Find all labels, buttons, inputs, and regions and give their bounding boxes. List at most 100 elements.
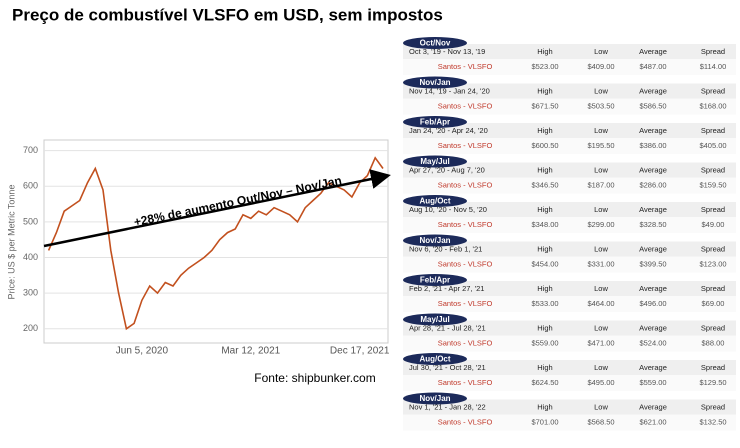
date-range: Nov 14, '19 - Jan 24, '20 (409, 86, 490, 95)
row-label: Santos - VLSFO (438, 417, 493, 426)
column-header: High (537, 205, 552, 214)
period-tag (403, 76, 467, 89)
column-header: Low (594, 284, 608, 293)
column-header: Low (594, 402, 608, 411)
period-tag-label: Aug/Oct (419, 355, 450, 364)
x-tick-label: Mar 12, 2021 (221, 346, 280, 357)
column-header: Spread (701, 86, 725, 95)
row-label: Santos - VLSFO (438, 62, 493, 71)
column-header: Low (594, 205, 608, 214)
cell-value: $328.50 (639, 220, 666, 229)
column-header: Average (639, 47, 667, 56)
cell-value: $168.00 (699, 101, 726, 110)
date-range: Aug 10, '20 - Nov 5, '20 (409, 205, 487, 214)
cell-value: $399.50 (639, 259, 666, 268)
cell-value: $495.00 (587, 378, 614, 387)
column-header: Average (639, 86, 667, 95)
cell-value: $409.00 (587, 62, 614, 71)
row-label: Santos - VLSFO (438, 259, 493, 268)
date-row (403, 241, 736, 257)
period-tag (403, 155, 467, 168)
column-header: High (537, 284, 552, 293)
value-row (403, 98, 736, 115)
column-header: High (537, 402, 552, 411)
y-tick-label: 700 (23, 145, 38, 155)
column-header: Spread (701, 244, 725, 253)
column-header: Low (594, 363, 608, 372)
column-header: Spread (701, 205, 725, 214)
row-label: Santos - VLSFO (438, 180, 493, 189)
value-row (403, 177, 736, 194)
cell-value: $487.00 (639, 62, 666, 71)
cell-value: $523.00 (531, 62, 558, 71)
column-header: Spread (701, 126, 725, 135)
cell-value: $454.00 (531, 259, 558, 268)
date-range: Jul 30, '21 - Oct 28, '21 (409, 363, 486, 372)
period-tag-label: Feb/Apr (420, 276, 450, 285)
cell-value: $331.00 (587, 259, 614, 268)
date-range: Apr 28, '21 - Jul 28, '21 (409, 323, 486, 332)
period-tag-label: Oct/Nov (420, 39, 451, 48)
cell-value: $187.00 (587, 180, 614, 189)
cell-value: $286.00 (639, 180, 666, 189)
cell-value: $586.50 (639, 101, 666, 110)
period-tag-label: Nov/Jan (419, 78, 450, 87)
cell-value: $671.50 (531, 101, 558, 110)
date-range: Oct 3, '19 - Nov 13, '19 (409, 47, 485, 56)
period-tag-label: May/Jul (420, 157, 449, 166)
column-header: High (537, 126, 552, 135)
date-range: Feb 2, '21 - Apr 27, '21 (409, 284, 484, 293)
column-header: Average (639, 363, 667, 372)
cell-value: $69.00 (702, 299, 725, 308)
column-header: Low (594, 323, 608, 332)
source: Fonte: shipbunker.com (254, 371, 375, 385)
row-label: Santos - VLSFO (438, 338, 493, 347)
date-row (403, 83, 736, 99)
column-header: Spread (701, 165, 725, 174)
period-tag-label: May/Jul (420, 315, 449, 324)
cell-value: $346.50 (531, 180, 558, 189)
column-header: High (537, 363, 552, 372)
cell-value: $624.50 (531, 378, 558, 387)
period-tag (403, 195, 467, 207)
x-tick-label: Dec 17, 2021 (330, 346, 390, 357)
value-row (403, 296, 736, 312)
column-header: Spread (701, 284, 725, 293)
cell-value: $123.00 (699, 259, 726, 268)
y-axis-label: Price: US $ per Metric Tonne (6, 185, 16, 300)
date-row (403, 281, 736, 296)
title: Preço de combustível VLSFO em USD, sem i… (12, 5, 443, 24)
cell-value: $471.00 (587, 338, 614, 347)
column-header: High (537, 86, 552, 95)
cell-value: $132.50 (699, 417, 726, 426)
column-header: High (537, 165, 552, 174)
column-header: Average (639, 323, 667, 332)
plot-frame (43, 139, 389, 344)
cell-value: $533.00 (531, 299, 558, 308)
column-header: Low (594, 86, 608, 95)
column-header: Average (639, 284, 667, 293)
period-tag (403, 392, 467, 405)
cell-value: $88.00 (702, 338, 725, 347)
column-header: Spread (701, 323, 725, 332)
value-row (403, 138, 736, 154)
value-row (403, 217, 736, 233)
x-tick-label: Jun 5, 2020 (116, 346, 169, 357)
value-row (403, 375, 736, 391)
column-header: Average (639, 165, 667, 174)
column-header: Spread (701, 363, 725, 372)
date-row (403, 202, 736, 217)
date-range: Nov 1, '21 - Jan 28, '22 (409, 402, 486, 411)
value-row (403, 335, 736, 352)
value-row (403, 414, 736, 431)
cell-value: $299.00 (587, 220, 614, 229)
column-header: Low (594, 126, 608, 135)
date-row (403, 123, 736, 138)
cell-value: $559.00 (531, 338, 558, 347)
period-tag-label: Aug/Oct (419, 197, 450, 206)
row-label: Santos - VLSFO (438, 378, 493, 387)
cell-value: $405.00 (699, 141, 726, 150)
period-tag-label: Nov/Jan (419, 236, 450, 245)
column-header: Average (639, 205, 667, 214)
date-row (403, 320, 736, 336)
